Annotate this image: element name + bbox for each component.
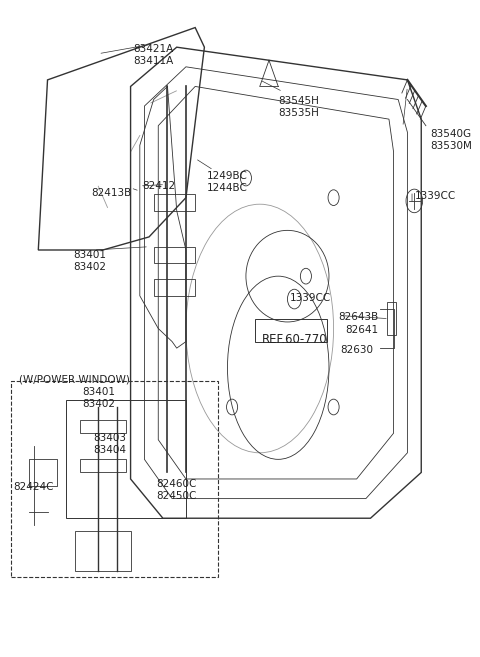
Text: 82413B: 82413B	[91, 188, 132, 198]
Text: 83401
83402: 83401 83402	[82, 388, 115, 409]
Bar	[154, 279, 195, 296]
Text: 83545H
83535H: 83545H 83535H	[278, 97, 319, 118]
Bar	[80, 459, 126, 472]
Text: 1339CC: 1339CC	[414, 191, 456, 201]
Bar	[154, 247, 195, 263]
Text: 83421A
83411A: 83421A 83411A	[133, 44, 174, 66]
Text: 82412: 82412	[142, 181, 175, 191]
Text: 1249BC
1244BC: 1249BC 1244BC	[207, 171, 248, 193]
Text: 83401
83402: 83401 83402	[73, 250, 106, 271]
Bar	[387, 302, 396, 335]
Text: 83540G
83530M: 83540G 83530M	[431, 129, 472, 150]
Text: 82643B: 82643B	[338, 312, 378, 322]
Bar	[11, 381, 218, 577]
Text: 82460C
82450C: 82460C 82450C	[156, 479, 196, 501]
Bar	[154, 194, 195, 211]
Bar	[75, 532, 131, 570]
Text: REF.60-770: REF.60-770	[262, 333, 328, 346]
Text: 83403
83404: 83403 83404	[94, 433, 127, 455]
Text: 82424C: 82424C	[13, 482, 53, 492]
Bar	[66, 401, 186, 518]
Text: 82630: 82630	[340, 345, 373, 355]
Bar	[80, 420, 126, 433]
Text: 82641: 82641	[345, 325, 378, 335]
Text: (W/POWER WINDOW): (W/POWER WINDOW)	[19, 374, 130, 384]
Text: 1339CC: 1339CC	[290, 292, 331, 302]
